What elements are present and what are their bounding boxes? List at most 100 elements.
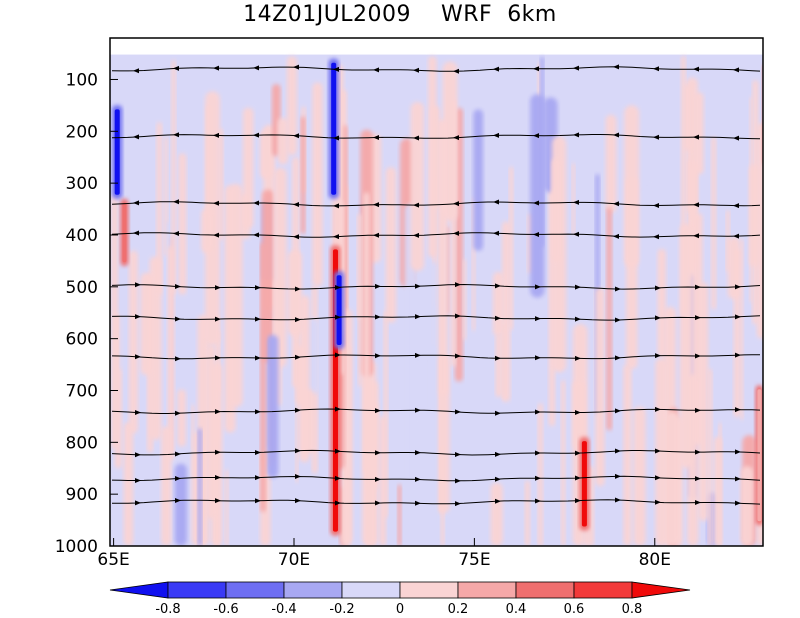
streamline-arrow: [213, 200, 219, 206]
y-axis: 100 200 300 400 500 600 700 800 900 1000: [55, 70, 118, 557]
field-patch: [490, 482, 503, 546]
colorbar-label: 0.4: [506, 602, 527, 617]
x-tick-label: 70E: [278, 550, 310, 570]
field-patch: [397, 484, 402, 546]
streamline-arrow: [613, 64, 619, 70]
streamline-arrow: [653, 202, 659, 208]
field-patch: [462, 259, 467, 340]
streamline-arrow: [575, 316, 581, 322]
field-patch: [229, 183, 243, 408]
streamline: [111, 201, 761, 207]
streamline-arrow: [693, 66, 699, 72]
field-patch: [473, 109, 484, 251]
streamline-arrow: [535, 498, 541, 504]
streamline-arrow: [175, 410, 181, 416]
streamline-arrow: [295, 498, 301, 504]
streamline-arrow: [455, 501, 461, 507]
field-patch: [277, 117, 289, 165]
streamline-arrow: [455, 353, 461, 359]
streamline-arrow: [293, 133, 299, 139]
feature-core: [114, 109, 120, 195]
feature-core: [757, 389, 762, 522]
streamline-arrow: [733, 67, 739, 73]
y-tick-label: 500: [66, 278, 98, 298]
streamline-arrow: [655, 448, 661, 454]
x-tick-label: 65E: [97, 550, 129, 570]
streamline: [111, 134, 761, 140]
streamline-arrow: [453, 201, 459, 207]
streamline-arrow: [333, 135, 339, 141]
streamline-arrow: [655, 315, 661, 321]
streamline-arrow: [375, 408, 381, 414]
streamline-arrow: [733, 135, 739, 141]
y-tick-label: 900: [66, 485, 98, 505]
streamline-arrow: [535, 450, 541, 456]
streamline-arrow: [295, 354, 301, 360]
streamline-arrow: [455, 452, 461, 458]
field-patch: [287, 250, 303, 337]
y-tick-label: 300: [66, 174, 98, 194]
field-patch: [385, 167, 397, 323]
field-patch: [201, 208, 214, 254]
streamline-arrow: [135, 500, 141, 506]
streamline-arrow: [213, 232, 219, 238]
streamline-arrow: [373, 202, 379, 208]
streamline-arrow: [573, 65, 579, 71]
field-patch: [642, 185, 652, 436]
streamline-arrow: [615, 317, 621, 323]
field-patch: [410, 101, 425, 272]
streamline-arrow: [695, 284, 701, 290]
field-patch: [693, 92, 704, 175]
colorbar-label: 0.8: [622, 602, 643, 617]
streamline-arrow: [135, 314, 141, 320]
colorbar-label: -0.8: [155, 602, 180, 617]
y-tick-label: 100: [66, 70, 98, 90]
feature-core: [122, 202, 127, 263]
colorbar-box: [573, 581, 633, 599]
streamline-arrow: [573, 231, 579, 237]
streamline-arrow: [735, 449, 741, 455]
field-patch: [540, 56, 545, 247]
streamline-arrow: [495, 410, 501, 416]
field-patch: [571, 163, 575, 235]
streamline: [111, 232, 761, 238]
streamline-arrow: [293, 64, 299, 70]
field-patch: [215, 315, 220, 441]
streamline-arrow: [695, 315, 701, 321]
streamline-arrow: [135, 354, 141, 360]
streamline-arrow: [413, 135, 419, 141]
streamline-arrow: [253, 65, 259, 71]
streamline-arrow: [295, 448, 301, 454]
field-patch: [286, 56, 297, 156]
field-patch: [140, 272, 153, 376]
streamline-arrow: [615, 497, 621, 503]
field-patch: [128, 250, 138, 434]
streamline-arrow: [253, 132, 259, 138]
streamline-arrow: [495, 476, 501, 482]
streamline-arrow: [373, 67, 379, 73]
streamline-arrow: [255, 409, 261, 415]
streamline-arrow: [533, 231, 539, 237]
streamline-arrow: [173, 132, 179, 138]
streamline-arrow: [613, 201, 619, 207]
streamline-arrow: [335, 314, 341, 320]
streamline-arrow: [533, 200, 539, 206]
field-patch: [260, 242, 266, 512]
streamline-arrow: [133, 200, 139, 206]
streamline-arrow: [415, 450, 421, 456]
streamline-arrow: [695, 407, 701, 413]
field-patch: [560, 380, 566, 546]
streamline-arrow: [215, 355, 221, 361]
streamline-arrow: [455, 409, 461, 415]
field-patch: [752, 80, 759, 325]
streamline-arrow: [495, 451, 501, 457]
streamline-arrow: [415, 407, 421, 413]
streamline-arrow: [213, 65, 219, 71]
streamline-arrow: [175, 356, 181, 362]
colorbar-label: -0.4: [271, 602, 296, 617]
streamline-arrow: [613, 233, 619, 239]
feature-core: [336, 275, 342, 346]
field-patch: [123, 421, 134, 546]
field-patch: [363, 192, 370, 473]
streamline-arrow: [615, 408, 621, 414]
